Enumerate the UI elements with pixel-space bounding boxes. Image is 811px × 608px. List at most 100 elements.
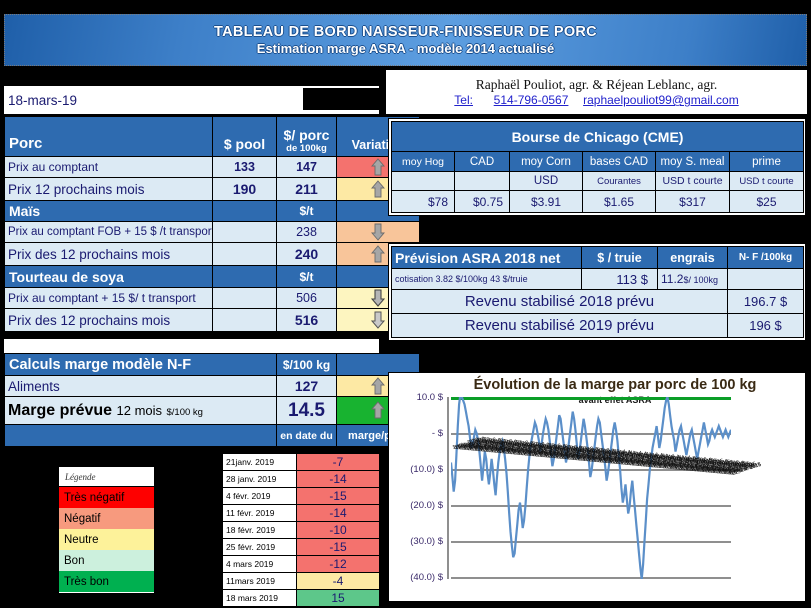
history-table-wrap: 21janv. 2019 -7 28 janv. 2019 -14 4 févr… [222,453,380,607]
history-date: 18 mars 2019 [222,589,297,607]
row-label: Prix des 12 prochains mois [4,308,213,332]
arrow-up-icon [371,401,385,419]
arrow-up-icon [371,245,385,263]
legend-title: Légende [59,467,154,487]
tel-label: Tel: [454,93,473,107]
asra-engrais-value: 11.2$/ 100kg [657,268,728,290]
history-date: 28 janv. 2019 [222,470,297,488]
history-col1-header: en date du [276,424,338,447]
table-row: 18 févr. 2019 -10 [222,521,380,539]
asra-truie-value: 113 $ [581,268,658,290]
marge-blank [336,353,421,376]
marge-title: Calculs marge modèle N-F [3,353,278,376]
arrow-up-icon [371,158,385,176]
cme-unit-prime: USD t courte [728,171,805,191]
y-tick-label: (40.0) $ [410,572,443,583]
history-date: 4 févr. 2019 [222,487,297,505]
history-date: 4 mars 2019 [222,555,297,573]
row-porc: 211 [276,177,337,201]
cme-value-moy-corn: $3.91 [509,190,583,213]
cme-header-moy-hog: moy Hog [391,151,455,172]
prices-header-porc100-top: $/ porc [283,127,330,143]
marge-row-label: Aliments [3,375,278,397]
chart-title: Évolution de la marge par porc de 100 kg [473,377,757,393]
soya-unit: $/t [276,265,337,288]
y-tick-label: - $ [431,428,443,439]
row-porc: 238 [276,221,337,243]
row-label: Prix des 12 prochains mois [4,242,213,266]
chart-series-line [451,397,731,579]
table-row: 4 mars 2019 -12 [222,555,380,573]
legend-item-bon: Bon [59,550,154,571]
row-label: Prix au comptant [4,156,213,178]
prices-header-porc: Porc [4,116,213,157]
asra-engrais-unit: $/ 100kg [683,275,718,285]
arrow-down-icon [371,289,385,307]
legend-item-tres-negatif: Très négatif [59,487,154,508]
row-label: Prix 12 prochains mois [4,177,213,201]
marge-prevue-value: 14.5 [276,396,338,425]
row-pool: 190 [212,177,277,201]
y-tick-label: (20.0) $ [410,500,443,511]
row-label: Prix au comptant + 15 $/ t transport [4,287,213,309]
history-date: 25 févr. 2019 [222,538,297,556]
y-tick-label: 10.0 $ [416,392,443,403]
prices-table-wrap: Porc $ pool $/ porc de 100kg Variation P… [4,116,420,332]
asra-engrais-num: 11.2 [661,272,684,286]
chart-gridline [451,541,731,543]
chart-top-line [451,397,731,400]
section-header-mais: Maïs [4,200,213,222]
phone-number[interactable]: 514-796-0567 [493,93,569,107]
marge-table: Calculs marge modèle N-F $/100 kg Alimen… [3,353,421,447]
asra-panel: Prévision ASRA 2018 net $ / truie engrai… [388,243,806,341]
dashboard-banner: TABLEAU DE BORD NAISSEUR-FINISSEUR DE PO… [4,14,807,66]
row-porc: 516 [276,308,337,332]
banner-title-line1: TABLEAU DE BORD NAISSEUR-FINISSEUR DE PO… [214,23,597,40]
row-porc: 147 [276,156,337,178]
asra-cotisation: cotisation 3.82 $/100kg 43 $/truie [391,268,582,290]
asra-title: Prévision ASRA 2018 net [391,246,582,269]
section-header-soya: Tourteau de soya [4,265,213,288]
prices-header-pool: $ pool [212,116,277,157]
cme-unit-moy-hog [391,171,455,191]
history-value: -12 [296,555,380,573]
history-date: 11mars 2019 [222,572,297,590]
y-tick-label: (10.0) $ [410,464,443,475]
row-pool [212,242,277,266]
cme-value-prime: $25 [728,190,805,213]
table-row: 18 mars 2019 15 [222,589,380,607]
asra-header-truie: $ / truie [581,246,658,269]
prices-table: Porc $ pool $/ porc de 100kg Variation P… [4,116,420,332]
row-pool: 133 [212,156,277,178]
soya-blank [212,265,277,288]
chart-gridline [451,505,731,507]
history-value: -15 [296,538,380,556]
asra-rev2018-value: 196.7 $ [727,289,804,314]
table-row: 4 févr. 2019 -15 [222,487,380,505]
cme-value-cad: $0.75 [454,190,510,213]
row-label: Prix au comptant FOB + 15 $ /t transport [4,221,213,243]
y-tick-label: (30.0) $ [410,536,443,547]
cme-unit-moy-corn: USD [509,171,583,191]
email-link[interactable]: raphaelpouliot99@gmail.com [583,93,739,107]
cme-header-cad: CAD [454,151,510,172]
cme-value-bases-cad: $1.65 [582,190,656,213]
cme-title: Bourse de Chicago (CME) [390,121,805,152]
legend-item-tres-bon: Très bon [59,571,154,592]
history-value: 15 [296,589,380,607]
marge-prevue-label: Marge prévue 12 mois $/100 kg [3,396,278,425]
cme-table: Bourse de Chicago (CME) moy Hog CAD moy … [390,121,805,213]
chart-plot-area: 1 nov. 2012 8 déc. 2012 15 janv. 2012 22 fé… [447,397,762,579]
cme-header-moy-s-meal: moy S. meal [655,151,730,172]
contact-block: Raphaël Pouliot, agr. & Réjean Leblanc, … [386,70,807,114]
cme-header-moy-corn: moy Corn [509,151,583,172]
row-porc: 506 [276,287,337,309]
history-spacer [3,424,278,447]
mais-unit: $/t [276,200,337,222]
marge-prevue-unit: $/100 kg [166,406,203,418]
table-row: 11mars 2019 -4 [222,572,380,590]
history-date: 21janv. 2019 [222,453,297,471]
marge-prevue-mid: 12 mois [116,402,163,418]
